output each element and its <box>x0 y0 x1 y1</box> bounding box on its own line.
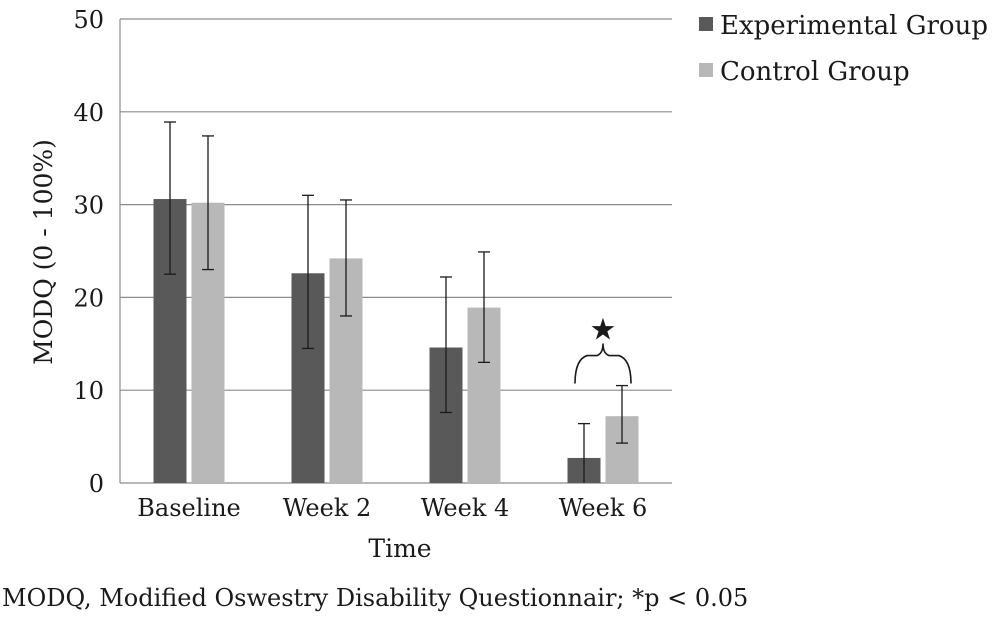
y-tick-label: 40 <box>73 99 104 127</box>
x-tick-label: Week 4 <box>421 494 510 522</box>
legend: Experimental Group Control Group <box>699 11 988 87</box>
x-tick-label: Week 6 <box>559 494 648 522</box>
significance-star: ★ <box>590 313 617 348</box>
bars <box>153 199 639 484</box>
x-axis-title: Time <box>368 534 431 563</box>
legend-entry: Experimental Group <box>720 11 988 41</box>
y-tick-label: 20 <box>73 284 104 312</box>
y-tick-label: 0 <box>89 470 104 498</box>
x-tick-label: Week 2 <box>283 494 372 522</box>
error-bars <box>164 121 628 483</box>
x-tick-label: Baseline <box>137 494 240 522</box>
y-axis-title: MODQ (0 - 100%) <box>29 139 58 365</box>
y-tick-label: 10 <box>73 377 104 405</box>
legend-swatch <box>699 63 713 77</box>
legend-swatch <box>699 17 713 31</box>
y-tick-label: 50 <box>73 6 104 34</box>
significance-brace <box>574 343 632 384</box>
tick-labels: 0 10 20 30 40 50 Baseline Week 2 Week 4 Week 6 <box>73 6 647 522</box>
y-tick-label: 30 <box>73 192 104 220</box>
significance-annotation: ★ <box>574 313 632 384</box>
legend-entry: Control Group <box>720 57 910 87</box>
footnote: MODQ, Modified Oswestry Disability Quest… <box>2 584 749 612</box>
